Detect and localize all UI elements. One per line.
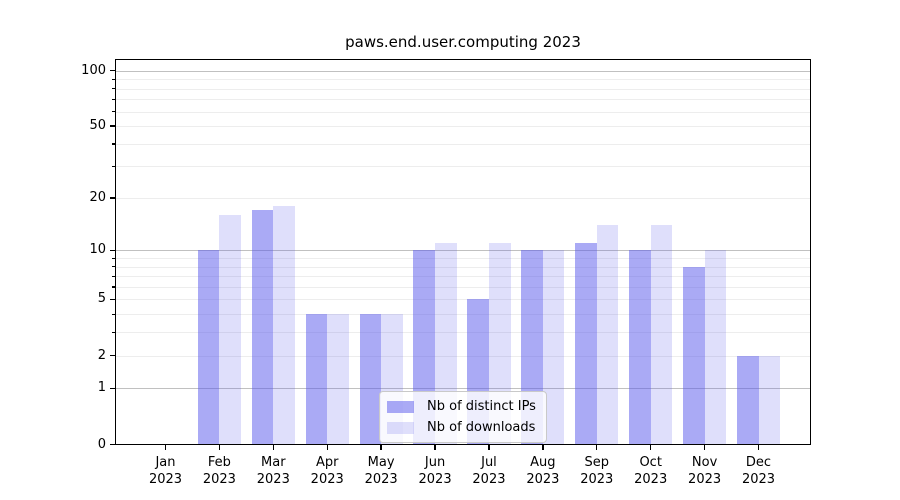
y-minor-tick-mark	[112, 88, 115, 90]
y-minor-tick-mark	[112, 331, 115, 334]
x-tick-mark	[434, 444, 436, 450]
x-tick-label: Mar 2023	[256, 454, 290, 487]
minor-gridline	[115, 299, 811, 301]
x-tick-label: Nov 2023	[688, 454, 722, 487]
y-minor-tick-mark	[112, 286, 115, 288]
x-tick-mark	[164, 444, 167, 450]
y-minor-tick-mark	[112, 98, 115, 101]
minor-gridline	[115, 111, 811, 113]
minor-gridline	[115, 276, 811, 278]
minor-gridline	[115, 286, 811, 288]
x-tick-label: Oct 2023	[634, 454, 668, 487]
x-tick-label: Sep 2023	[580, 454, 614, 487]
y-tick-mark	[110, 69, 115, 72]
bar-downloads	[542, 250, 565, 445]
minor-gridline	[115, 197, 811, 199]
y-tick-label: 20	[89, 189, 106, 205]
x-tick-mark	[757, 444, 760, 450]
minor-gridline	[115, 99, 811, 101]
legend-label: Nb of downloads	[427, 420, 536, 435]
y-tick-label: 50	[89, 118, 106, 134]
x-tick-label: May 2023	[364, 454, 398, 487]
major-gridline	[115, 388, 811, 390]
y-minor-tick-mark	[112, 257, 115, 259]
bar-distinct-ips	[736, 355, 759, 445]
bar-distinct-ips	[197, 250, 220, 445]
bar-downloads	[704, 250, 727, 445]
y-tick-mark	[110, 387, 115, 390]
minor-gridline	[115, 258, 811, 259]
plot-area	[115, 59, 811, 445]
bar-distinct-ips	[359, 314, 382, 445]
bar-downloads	[650, 225, 673, 445]
major-gridline	[115, 70, 811, 72]
x-tick-label: Dec 2023	[741, 454, 776, 487]
y-minor-tick-mark	[112, 165, 115, 168]
x-tick-mark	[596, 444, 598, 450]
x-tick-mark	[326, 444, 328, 450]
y-tick-mark	[110, 125, 115, 127]
x-tick-label: Feb 2023	[202, 454, 236, 487]
x-tick-mark	[703, 444, 706, 450]
x-tick-label: Jan 2023	[148, 454, 183, 487]
minor-gridline	[115, 355, 811, 357]
y-tick-label: 5	[97, 291, 106, 307]
x-tick-mark	[542, 444, 544, 450]
y-minor-tick-mark	[112, 313, 115, 316]
legend-swatch	[387, 421, 414, 434]
y-minor-tick-mark	[112, 143, 115, 145]
x-tick-label: Aug 2023	[526, 454, 560, 487]
bar-distinct-ips	[305, 314, 328, 445]
y-tick-mark	[110, 298, 115, 301]
minor-gridline	[115, 88, 811, 90]
bar-downloads	[596, 225, 619, 445]
major-gridline	[115, 250, 811, 252]
legend-swatch	[387, 400, 414, 413]
minor-gridline	[115, 143, 811, 145]
minor-gridline	[115, 332, 811, 334]
y-tick-label: 2	[97, 347, 106, 363]
y-tick-mark	[110, 354, 115, 357]
legend-label: Nb of distinct IPs	[427, 399, 536, 414]
y-tick-mark	[110, 249, 115, 251]
minor-gridline	[115, 79, 811, 81]
bar-distinct-ips	[629, 250, 651, 445]
bar-distinct-ips	[683, 266, 705, 445]
bar-downloads	[327, 314, 349, 445]
chart-title: paws.end.user.computing 2023	[345, 33, 581, 51]
x-tick-mark	[380, 444, 382, 450]
x-tick-label: Jul 2023	[472, 454, 506, 487]
bar-downloads	[273, 206, 295, 445]
y-tick-mark	[110, 197, 115, 199]
legend: Nb of distinct IPs Nb of downloads	[379, 391, 547, 443]
x-tick-mark	[649, 444, 652, 450]
y-minor-tick-mark	[112, 266, 115, 268]
bar-downloads	[219, 215, 241, 445]
bar-distinct-ips	[575, 243, 597, 445]
y-tick-label: 10	[89, 242, 106, 258]
y-tick-label: 1	[97, 380, 106, 396]
minor-gridline	[115, 126, 811, 128]
bar-downloads	[758, 355, 781, 445]
minor-gridline	[115, 266, 811, 268]
minor-gridline	[115, 166, 811, 168]
x-tick-mark	[218, 444, 221, 450]
minor-gridline	[115, 314, 811, 316]
y-minor-tick-mark	[112, 275, 115, 277]
bar-distinct-ips	[251, 210, 274, 445]
x-tick-label: Apr 2023	[310, 454, 344, 487]
x-tick-label: Jun 2023	[418, 454, 452, 487]
x-tick-mark	[272, 444, 274, 450]
y-minor-tick-mark	[112, 111, 115, 113]
x-tick-mark	[488, 444, 490, 450]
legend-item-downloads: Nb of downloads	[387, 419, 536, 436]
y-tick-label: 100	[81, 62, 106, 78]
legend-item-distinct-ips: Nb of distinct IPs	[387, 398, 536, 415]
y-minor-tick-mark	[112, 78, 115, 81]
y-tick-mark	[110, 443, 115, 446]
y-tick-label: 0	[97, 436, 106, 452]
